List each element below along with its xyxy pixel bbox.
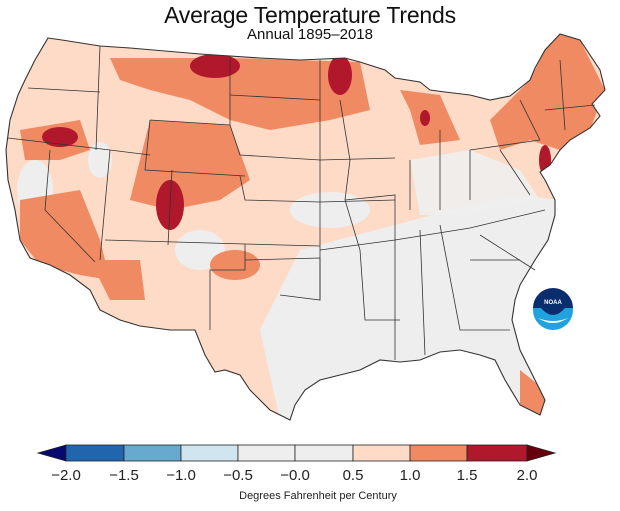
- state-borders: [5, 33, 606, 421]
- svg-text:NOAA: NOAA: [544, 300, 562, 306]
- legend-tick: 0.5: [342, 467, 364, 484]
- region-plains-no-trend: [290, 192, 370, 228]
- legend-bin: [123, 444, 182, 462]
- legend-bin: [65, 444, 125, 462]
- region-nevada-no-trend: [88, 142, 112, 178]
- region-minnesota-strong: [328, 55, 352, 95]
- legend-tick: −1.5: [109, 467, 139, 484]
- region-michigan-strong: [420, 110, 430, 126]
- legend-tick: 1.0: [399, 467, 421, 484]
- legend-bin: [180, 444, 239, 462]
- legend-tick: 2.0: [516, 467, 538, 484]
- region-california-warming: [20, 190, 110, 280]
- legend-bin: [237, 444, 296, 462]
- map-title: Average Temperature Trends: [164, 2, 456, 28]
- region-florida-warming: [520, 370, 545, 420]
- region-arizona-warming: [90, 260, 145, 300]
- legend-arrow-low: [36, 444, 67, 462]
- legend-tick: −0.0: [280, 467, 310, 484]
- region-new-jersey-strong: [539, 145, 551, 175]
- legend-arrow-high: [526, 444, 557, 462]
- map-fill: [6, 34, 605, 420]
- legend-bin: [466, 444, 528, 462]
- region-ohio-valley-no-trend: [410, 150, 540, 215]
- noaa-logo-icon: NOAA: [533, 288, 573, 330]
- legend-tick: −1.0: [166, 467, 196, 484]
- legend-tick: 1.5: [456, 467, 478, 484]
- region-new-mexico-warming: [210, 250, 260, 280]
- region-rockies-warming: [130, 120, 250, 210]
- legend-units: Degrees Fahrenheit per Century: [239, 490, 397, 502]
- map-subtitle: Annual 1895–2018: [247, 26, 373, 43]
- region-northeast-warming: [490, 34, 605, 150]
- legend-tick: −2.0: [51, 467, 81, 484]
- legend-tick: −0.5: [223, 467, 253, 484]
- legend-bin: [294, 444, 354, 462]
- legend-bin: [352, 444, 411, 462]
- region-north-plains-warming: [110, 58, 370, 130]
- region-montana-strong: [190, 54, 240, 78]
- region-oregon-strong: [42, 127, 78, 147]
- region-michigan-warming: [400, 90, 460, 145]
- legend-colorbar: [36, 444, 557, 462]
- legend-bin: [409, 444, 468, 462]
